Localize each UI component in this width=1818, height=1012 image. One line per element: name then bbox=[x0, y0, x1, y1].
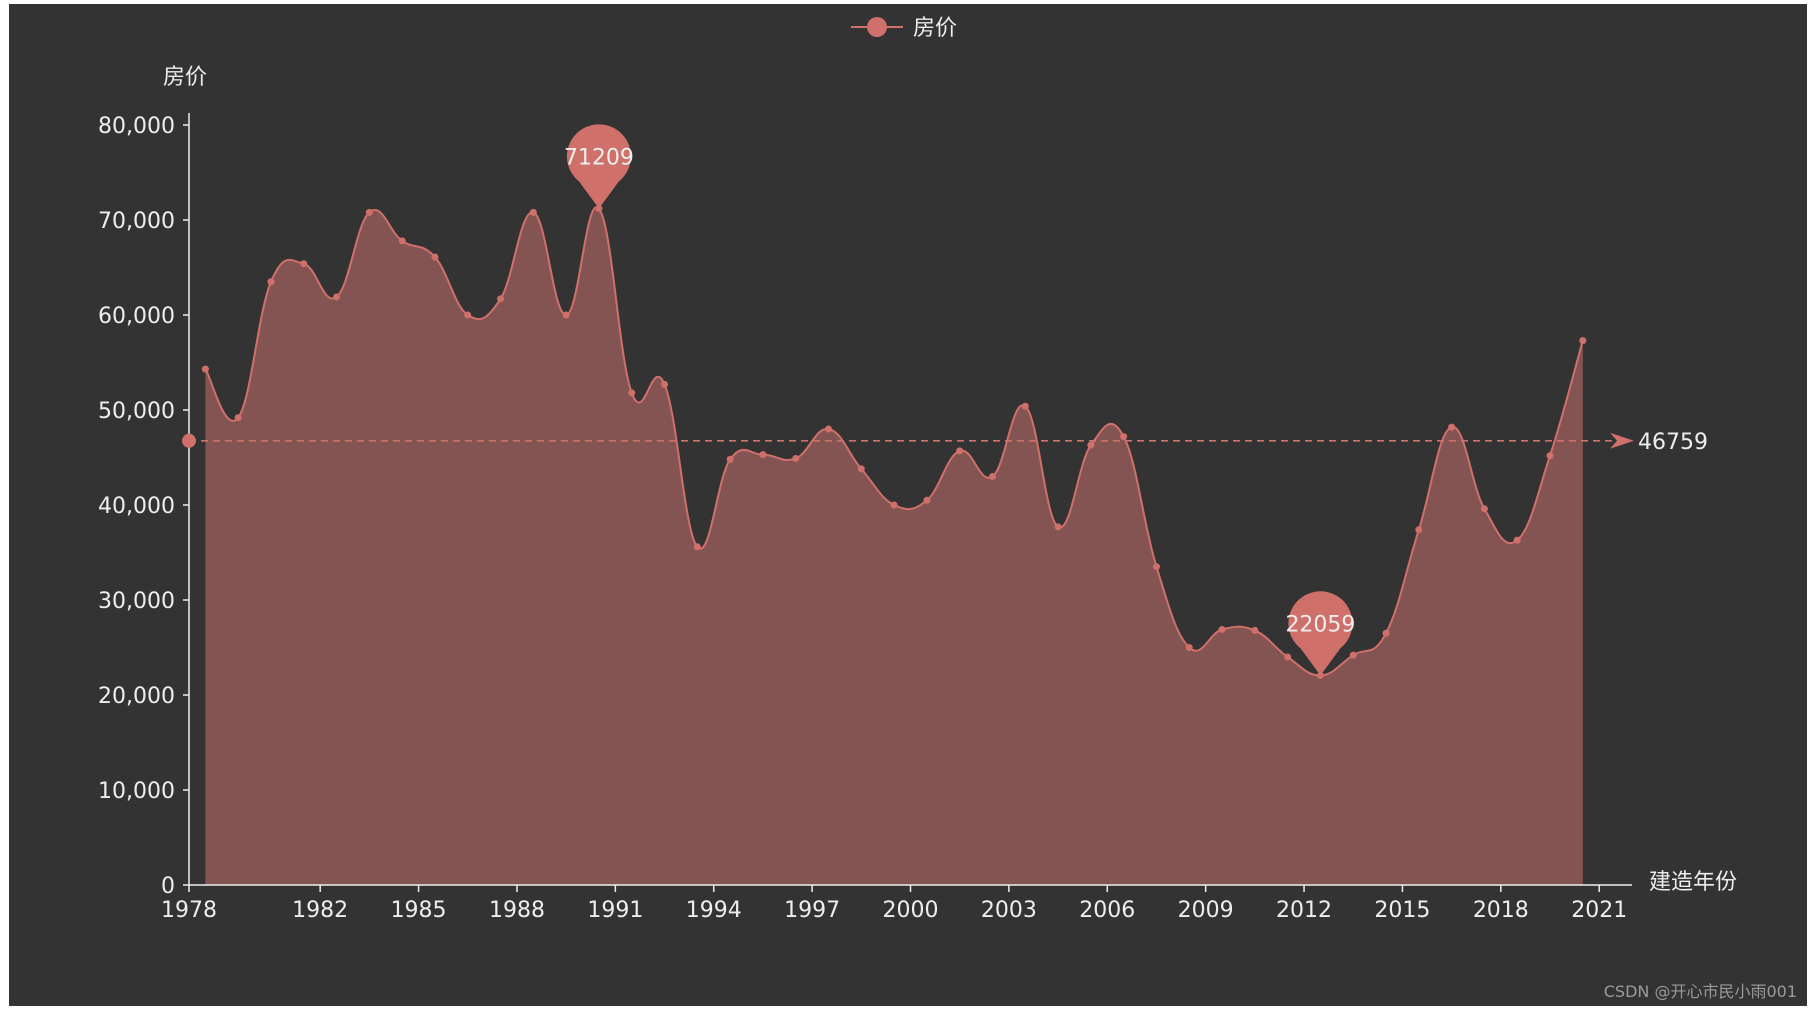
legend[interactable]: 房价 bbox=[851, 16, 957, 41]
y-tick-label: 0 bbox=[161, 874, 175, 899]
y-tick-label: 70,000 bbox=[98, 209, 175, 234]
data-point bbox=[726, 455, 734, 463]
data-point bbox=[792, 454, 800, 462]
data-point bbox=[562, 311, 570, 319]
x-tick-label: 2015 bbox=[1374, 898, 1430, 923]
data-point bbox=[693, 543, 701, 551]
data-point bbox=[1546, 452, 1554, 460]
data-point bbox=[431, 253, 439, 261]
data-point bbox=[988, 473, 996, 480]
legend-dot-icon bbox=[867, 17, 887, 37]
min-marker-label: 22059 bbox=[1285, 612, 1355, 637]
x-tick-label: 2009 bbox=[1178, 898, 1234, 923]
y-axis-title: 房价 bbox=[163, 65, 207, 90]
data-point bbox=[1480, 505, 1488, 513]
data-point bbox=[1415, 526, 1423, 534]
chart-svg: 0 10,000 20,000 30,000 40,000 50,000 60,000 70,… bbox=[98, 16, 1797, 1001]
data-point bbox=[1513, 536, 1521, 544]
area-layer bbox=[205, 207, 1583, 886]
data-point bbox=[365, 208, 373, 216]
x-tick-label: 1982 bbox=[292, 898, 348, 923]
y-tick-label: 20,000 bbox=[98, 684, 175, 709]
legend-label: 房价 bbox=[913, 16, 957, 41]
data-point bbox=[464, 311, 472, 319]
x-tick-label: 1978 bbox=[161, 898, 217, 923]
line-layer bbox=[201, 205, 1587, 679]
axes-layer: 0 10,000 20,000 30,000 40,000 50,000 60,000 70,… bbox=[98, 113, 1632, 923]
data-point bbox=[1382, 629, 1390, 637]
x-tick-label: 1994 bbox=[686, 898, 742, 923]
x-tick-label: 1985 bbox=[391, 898, 447, 923]
data-point bbox=[1349, 651, 1357, 659]
average-arrow-icon bbox=[1610, 432, 1634, 449]
min-marker-pin-icon bbox=[1288, 591, 1353, 676]
x-tick-label: 2006 bbox=[1079, 898, 1135, 923]
watermark: CSDN @开心市民小雨001 bbox=[1604, 982, 1797, 1001]
data-point bbox=[234, 414, 242, 422]
data-point bbox=[923, 496, 931, 504]
data-point bbox=[529, 208, 537, 216]
x-tick-label: 1997 bbox=[784, 898, 840, 923]
y-tick-label: 60,000 bbox=[98, 304, 175, 329]
x-tick-label: 2000 bbox=[883, 898, 939, 923]
x-axis-title: 建造年份 bbox=[1649, 870, 1737, 895]
y-tick-label: 10,000 bbox=[98, 779, 175, 804]
x-tick-label: 2021 bbox=[1571, 898, 1627, 923]
data-point bbox=[661, 380, 669, 388]
max-marker-label: 71209 bbox=[564, 146, 634, 171]
data-point bbox=[1152, 563, 1160, 571]
x-tick-label: 1988 bbox=[489, 898, 545, 923]
x-tick-label: 2012 bbox=[1276, 898, 1332, 923]
data-point bbox=[759, 451, 767, 459]
x-tick-label: 1991 bbox=[587, 898, 643, 923]
data-point bbox=[1120, 433, 1128, 441]
data-point bbox=[1448, 423, 1456, 431]
y-tick-label: 50,000 bbox=[98, 399, 175, 424]
data-point bbox=[956, 447, 964, 455]
x-tick-label: 2003 bbox=[981, 898, 1037, 923]
y-tick-label: 80,000 bbox=[98, 114, 175, 139]
data-point bbox=[1218, 625, 1226, 633]
x-tick-label: 2018 bbox=[1473, 898, 1529, 923]
data-point bbox=[497, 295, 505, 303]
average-label: 46759 bbox=[1638, 430, 1708, 455]
data-point bbox=[890, 501, 898, 509]
data-point bbox=[201, 365, 209, 373]
data-point bbox=[1251, 626, 1259, 634]
data-point bbox=[1021, 402, 1029, 410]
y-tick-label: 40,000 bbox=[98, 494, 175, 519]
data-point bbox=[1579, 337, 1587, 345]
data-point bbox=[825, 425, 833, 433]
data-point bbox=[300, 260, 308, 268]
area-fill bbox=[205, 207, 1583, 886]
data-point bbox=[1054, 523, 1062, 531]
data-point bbox=[1284, 653, 1292, 661]
data-point bbox=[857, 465, 865, 473]
data-point bbox=[1087, 441, 1095, 449]
data-point bbox=[267, 278, 275, 286]
data-point bbox=[398, 237, 406, 245]
data-point bbox=[333, 293, 341, 301]
chart-panel: 0 10,000 20,000 30,000 40,000 50,000 60,000 70,… bbox=[9, 4, 1807, 1006]
y-tick-label: 30,000 bbox=[98, 589, 175, 614]
max-marker-pin-icon bbox=[566, 124, 631, 209]
markers-layer: 46759 71209 22059 bbox=[182, 124, 1708, 676]
data-point bbox=[1185, 644, 1193, 651]
data-point bbox=[628, 389, 636, 397]
